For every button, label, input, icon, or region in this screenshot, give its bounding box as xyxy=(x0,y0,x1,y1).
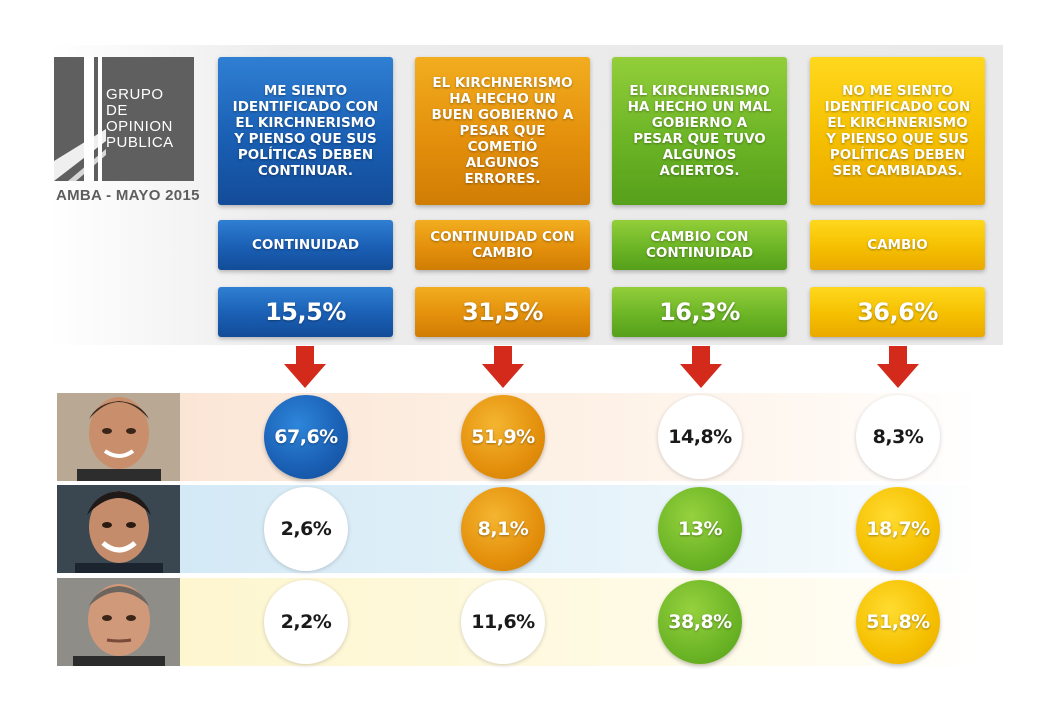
column-label: CAMBIO CON CONTINUIDAD xyxy=(612,220,787,270)
down-arrow-icon xyxy=(877,346,919,388)
value-bubble: 2,2% xyxy=(264,580,348,664)
value-bubble: 2,6% xyxy=(264,487,348,571)
value-bubble: 13% xyxy=(658,487,742,571)
down-arrow-icon xyxy=(680,346,722,388)
grupo-opinion-publica-logo: GRUPO DE OPINION PUBLICA xyxy=(54,57,194,181)
candidate-portrait-icon xyxy=(57,578,180,666)
logo-mark-icon xyxy=(54,57,194,181)
value-bubble: 51,9% xyxy=(461,395,545,479)
region-date: AMBA - MAYO 2015 xyxy=(56,187,200,204)
candidate-photo xyxy=(57,393,180,481)
logo-line: GRUPO xyxy=(106,86,164,103)
column-label: CONTINUIDAD CON CAMBIO xyxy=(415,220,590,270)
column-share: 15,5% xyxy=(218,287,393,337)
logo-line: OPINION xyxy=(106,118,173,135)
column-description: EL KIRCHNERISMO HA HECHO UN BUEN GOBIERN… xyxy=(415,57,590,205)
column-description: EL KIRCHNERISMO HA HECHO UN MAL GOBIERNO… xyxy=(612,57,787,205)
logo-text: GRUPO DE OPINION PUBLICA xyxy=(106,87,174,151)
value-bubble: 18,7% xyxy=(856,487,940,571)
value-bubble: 38,8% xyxy=(658,580,742,664)
column-share: 36,6% xyxy=(810,287,985,337)
column-share: 31,5% xyxy=(415,287,590,337)
column-description: ME SIENTO IDENTIFICADO CON EL KIRCHNERIS… xyxy=(218,57,393,205)
logo-line: DE xyxy=(106,102,128,119)
value-bubble: 51,8% xyxy=(856,580,940,664)
candidate-portrait-icon xyxy=(57,485,180,573)
value-bubble: 8,1% xyxy=(461,487,545,571)
logo-line: PUBLICA xyxy=(106,134,174,151)
candidate-photo xyxy=(57,485,180,573)
candidate-photo xyxy=(57,578,180,666)
value-bubble: 11,6% xyxy=(461,580,545,664)
down-arrow-icon xyxy=(284,346,326,388)
candidate-portrait-icon xyxy=(57,393,180,481)
value-bubble: 67,6% xyxy=(264,395,348,479)
column-label: CONTINUIDAD xyxy=(218,220,393,270)
column-description: NO ME SIENTO IDENTIFICADO CON EL KIRCHNE… xyxy=(810,57,985,205)
down-arrow-icon xyxy=(482,346,524,388)
value-bubble: 8,3% xyxy=(856,395,940,479)
column-share: 16,3% xyxy=(612,287,787,337)
value-bubble: 14,8% xyxy=(658,395,742,479)
column-label: CAMBIO xyxy=(810,220,985,270)
